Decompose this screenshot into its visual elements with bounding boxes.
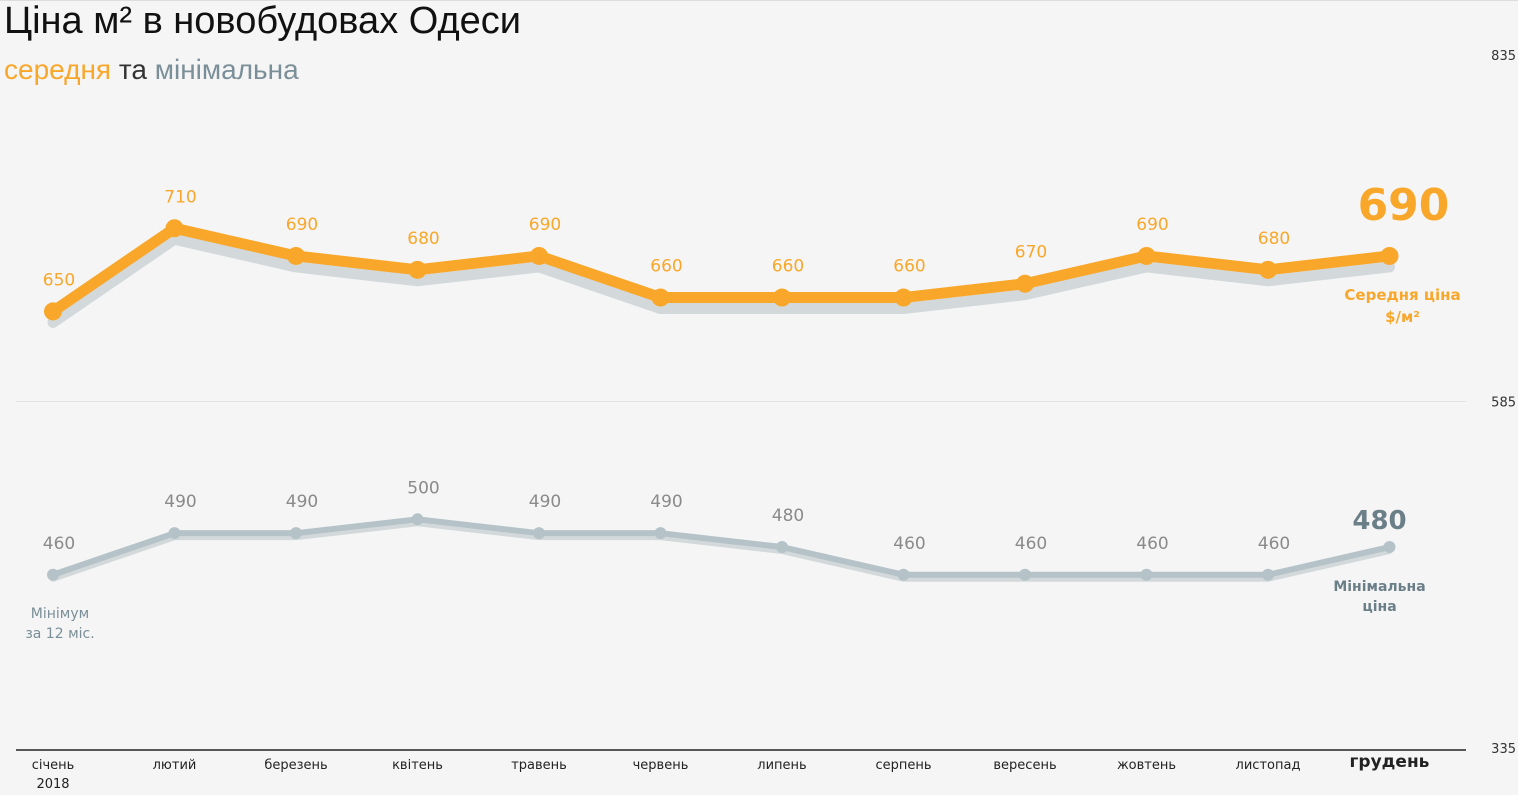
average-point [1016,274,1034,293]
y-tick-label: 335 [1491,742,1516,757]
minimum-data-label: 490 [164,492,196,512]
average-data-label: 680 [1258,229,1290,249]
average-data-label: 650 [43,270,75,290]
minimum-point [47,568,59,581]
top-border [0,0,1518,1]
average-data-label: 690 [529,215,561,235]
minimum-last-value: 480 [1352,506,1406,536]
average-data-label: 690 [1136,215,1168,235]
average-unit-label: $/м² [1385,308,1420,326]
x-tick-label: серпень [875,758,931,773]
x-tick-label: лютий [153,758,197,773]
subtitle-minimum: мінімальна [154,54,299,85]
y-tick-label: 835 [1491,49,1516,64]
x-tick-label: вересень [993,758,1056,773]
average-line [47,222,1395,317]
minimum-point [654,527,667,540]
minimum-data-label: 460 [1015,534,1047,554]
x-year-label: 2018 [36,777,69,792]
minimum-data-label: 460 [1258,534,1290,554]
minimum-data-label: 490 [286,492,318,512]
minimum-point [1019,568,1031,581]
minimum-point [290,527,302,540]
minimum-note-2: за 12 міс. [25,626,94,642]
average-series-label: Середня ціна [1344,286,1460,304]
minimum-point [411,513,424,526]
chart-title: Ціна м² в новобудовах Одеси [4,0,522,42]
x-tick-label: квітень [392,758,443,773]
average-point [773,288,791,307]
minimum-line [50,516,1393,578]
average-data-label: 660 [650,257,682,277]
minimum-point [1262,568,1274,581]
minimum-point [168,527,181,540]
minimum-point [533,527,545,540]
average-data-label: 660 [772,257,804,277]
average-point [894,288,913,307]
minimum-series-label-2: ціна [1362,599,1396,615]
minimum-shadow-line [50,520,1393,582]
x-tick-label: листопад [1236,758,1301,773]
x-tick-label: травень [511,758,567,773]
x-tick-label: жовтень [1117,758,1176,773]
minimum-point [776,541,788,554]
chart-subtitle: середня та мінімальна [4,54,299,86]
x-tick-label: грудень [1350,752,1430,772]
y-tick-label: 585 [1491,396,1516,411]
minimum-data-label: 460 [1136,534,1168,554]
minimum-note: Мінімум [31,606,89,622]
x-tick-label: липень [757,758,806,773]
average-data-label: 710 [164,187,196,207]
minimum-series-label: Мінімальна [1333,579,1425,595]
minimum-data-label: 490 [650,492,682,512]
x-tick-label: березень [264,758,327,773]
average-data-label: 670 [1015,243,1047,263]
subtitle-and: та [118,54,147,85]
minimum-data-label: 480 [772,506,804,526]
average-point [1137,246,1156,265]
minimum-point [1140,568,1153,581]
average-data-label: 690 [286,215,318,235]
minimum-data-label: 490 [529,492,561,512]
average-point [1380,246,1399,265]
x-tick-label: січень [32,758,75,773]
minimum-data-label: 460 [43,534,75,554]
average-point [1259,260,1277,279]
subtitle-average: середня [4,54,112,85]
average-last-value: 690 [1358,180,1450,231]
average-point [408,260,427,279]
average-point [530,246,548,265]
average-point [287,246,305,265]
average-point [165,219,184,238]
minimum-point [897,568,910,581]
minimum-data-label: 460 [893,534,925,554]
minimum-point [1383,541,1396,554]
average-point [44,302,62,321]
average-data-label: 660 [893,257,925,277]
average-data-label: 680 [407,229,439,249]
minimum-data-label: 500 [407,478,439,498]
x-tick-label: червень [633,758,689,773]
average-point [651,288,670,307]
average-shadow-line [47,233,1395,328]
